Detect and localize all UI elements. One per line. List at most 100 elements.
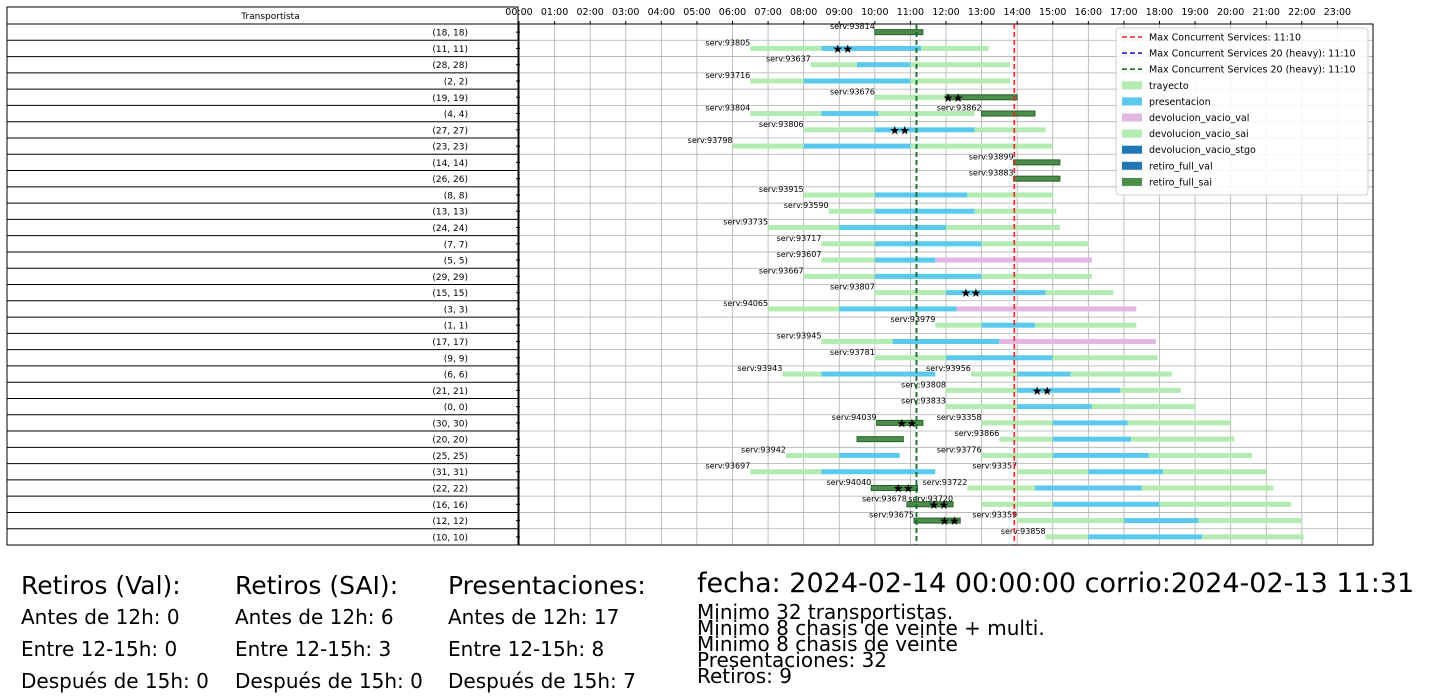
star-marker: ★ [906,416,917,430]
legend-swatch [1122,129,1142,138]
bar-presentacion [803,78,911,84]
legend-swatch [1122,97,1142,106]
bar-presentacion [803,143,911,149]
bar-trayecto [946,387,1018,393]
bar-trayecto [803,192,875,198]
bar-devolucion-vacio-val [999,338,1156,344]
legend-label: devolucion_vacio_sai [1149,129,1249,140]
retiros-sai-12-15: Entre 12-15h: 3 [235,637,392,661]
bar-devolucion-vacio-sai [1202,534,1304,540]
service-label: serv:93717 [777,234,822,243]
legend-label: Max Concurrent Services 20 (heavy): 11:1… [1149,49,1356,60]
bar-trayecto [821,241,875,247]
legend-box [1115,27,1369,196]
row-label: (4, 4) [444,110,468,120]
x-tick-label: 09:00 [826,7,853,18]
service-label: serv:93945 [777,331,822,340]
service-label: serv:93899 [969,152,1014,161]
service-label: serv:94039 [832,413,877,422]
row-label: (14, 14) [432,159,468,169]
service-label: serv:93808 [901,380,946,389]
bar-presentacion [1017,404,1092,410]
bar-trayecto [981,501,1053,507]
row-label: (22, 22) [432,485,468,495]
service-label: serv:93858 [1001,527,1046,536]
x-tick-label: 23:00 [1324,7,1351,18]
retiros-sai-after-15: Después de 15h: 0 [235,669,423,693]
bar-presentacion [857,62,911,68]
star-marker: ★ [832,42,843,56]
row-label: (31, 31) [432,468,468,478]
bar-devolucion-vacio-sai [981,241,1089,247]
bar-trayecto [970,371,1018,377]
service-label: serv:93607 [777,250,822,259]
bar-devolucion-vacio-sai [878,111,975,117]
service-label: serv:93814 [830,22,875,31]
row-label: (6, 6) [444,371,468,381]
bar-devolucion-vacio-val [956,306,1137,312]
service-label: serv:93675 [869,511,914,520]
bar-devolucion-vacio-sai [1163,469,1267,475]
service-label: serv:93806 [759,120,804,129]
service-label: serv:93883 [969,169,1014,178]
bar-devolucion-vacio-sai [974,208,1057,214]
star-marker: ★ [899,123,910,137]
bar-retiro-full-sai [981,110,1036,117]
legend-label: trayecto [1149,81,1189,92]
bar-presentacion [874,273,982,279]
x-tick-label: 20:00 [1217,7,1244,18]
service-label: serv:93720 [908,494,953,503]
bar-presentacion [981,322,1035,328]
bar-devolucion-vacio-sai [1070,371,1172,377]
star-marker: ★ [949,514,960,528]
row-label: (5, 5) [444,257,468,267]
bar-devolucion-vacio-sai [967,192,1053,198]
star-marker: ★ [939,498,950,512]
x-tick-label: 02:00 [576,7,603,18]
service-label: serv:93716 [705,71,750,80]
x-tick-label: 12:00 [932,7,959,18]
service-label: serv:93866 [955,429,1000,438]
req-presentaciones: Presentaciones: 32 [697,648,888,672]
row-label: (2, 2) [444,77,468,87]
service-label: serv:93637 [766,55,811,64]
bar-presentacion [946,355,1053,361]
bar-trayecto [768,306,840,312]
star-marker: ★ [903,482,914,496]
bar-devolucion-vacio-sai [946,225,1060,231]
bar-trayecto [750,111,822,117]
bar-presentacion [874,208,975,214]
service-label: serv:93805 [705,38,750,47]
bar-trayecto [810,62,858,68]
row-label: (7, 7) [444,240,468,250]
bar-trayecto [874,290,946,296]
legend-swatch [1122,81,1142,90]
service-label: serv:93798 [688,136,733,145]
service-label: serv:93678 [862,494,907,503]
star-marker: ★ [842,42,853,56]
bar-retiro-full-sai [874,29,924,36]
service-label: serv:93862 [937,104,982,113]
legend-label: Max Concurrent Services: 11:10 [1149,33,1301,44]
bar-trayecto [785,452,840,458]
service-label: serv:93942 [741,445,786,454]
bar-trayecto [732,143,804,149]
row-label: (17, 17) [432,338,468,348]
bar-devolucion-vacio-sai [1148,452,1253,458]
legend-label: retiro_full_sai [1149,177,1212,188]
row-label: (26, 26) [432,175,468,185]
bar-presentacion [821,469,936,475]
bar-presentacion [1017,371,1071,377]
bar-presentacion [1088,469,1164,475]
bar-trayecto [946,404,1018,410]
bar-devolucion-vacio-sai [1052,355,1158,361]
bar-devolucion-vacio-sai [1198,518,1302,524]
legend-label: devolucion_vacio_stgo [1149,145,1256,156]
bar-presentacion [892,338,1000,344]
row-label: (20, 20) [432,436,468,446]
bar-presentacion [874,127,975,133]
bar-retiro-full-sai [945,94,1018,101]
service-label: serv:93359 [972,511,1017,520]
star-marker: ★ [939,514,950,528]
row-label: (1, 1) [444,322,468,332]
